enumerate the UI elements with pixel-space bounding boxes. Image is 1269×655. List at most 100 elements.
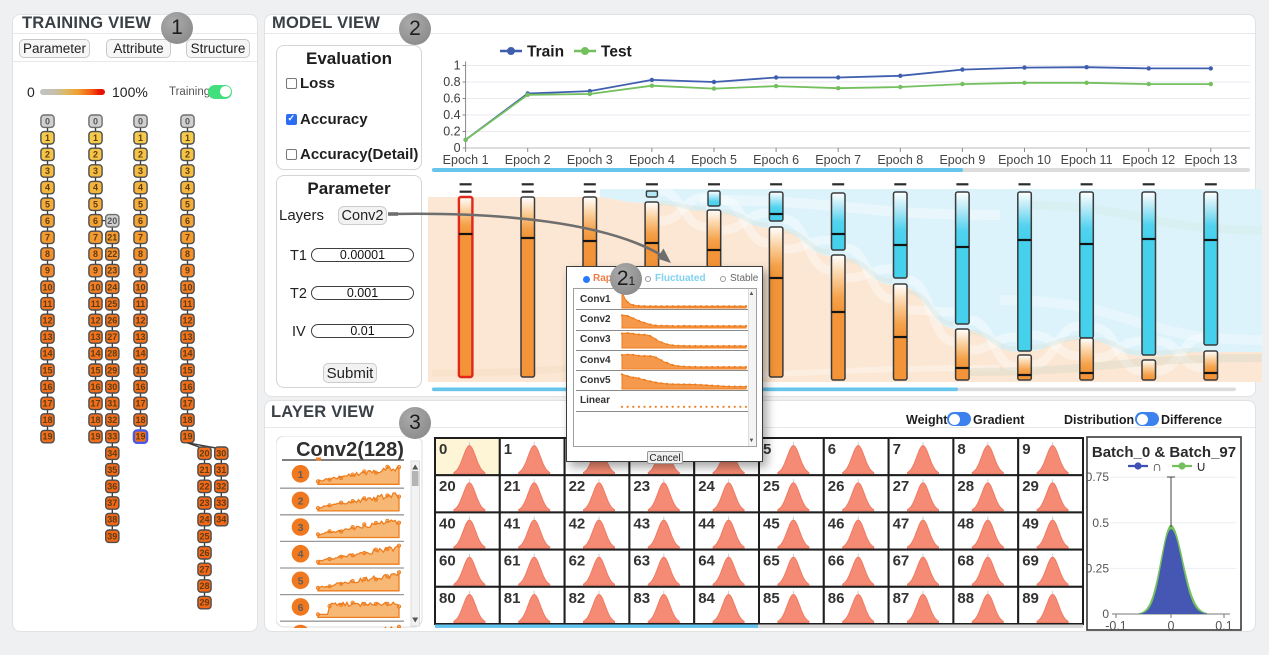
svg-text:5: 5 xyxy=(185,199,190,209)
svg-text:22: 22 xyxy=(107,249,117,259)
svg-text:20: 20 xyxy=(439,478,456,495)
svg-text:Epoch 7: Epoch 7 xyxy=(815,153,861,167)
svg-text:Test: Test xyxy=(601,44,632,61)
svg-text:0.25: 0.25 xyxy=(1086,561,1110,575)
svg-text:4: 4 xyxy=(185,183,190,193)
svg-text:5: 5 xyxy=(93,199,98,209)
svg-text:21: 21 xyxy=(504,478,521,495)
svg-text:7: 7 xyxy=(45,233,50,243)
svg-text:0.75: 0.75 xyxy=(1086,470,1110,484)
svg-text:43: 43 xyxy=(633,515,650,532)
svg-text:45: 45 xyxy=(763,515,780,532)
svg-text:4: 4 xyxy=(45,183,50,193)
svg-text:31: 31 xyxy=(107,399,117,409)
svg-text:10: 10 xyxy=(90,282,100,292)
svg-text:22: 22 xyxy=(199,482,209,492)
svg-text:33: 33 xyxy=(216,498,226,508)
svg-text:32: 32 xyxy=(107,415,117,425)
svg-text:66: 66 xyxy=(828,553,845,570)
svg-text:19: 19 xyxy=(90,432,100,442)
svg-text:30: 30 xyxy=(216,448,226,458)
svg-text:2: 2 xyxy=(298,495,304,507)
svg-text:4: 4 xyxy=(138,183,143,193)
svg-text:4: 4 xyxy=(298,549,304,561)
svg-text:38: 38 xyxy=(107,515,117,525)
svg-text:Epoch 6: Epoch 6 xyxy=(753,153,799,167)
svg-text:14: 14 xyxy=(42,349,52,359)
svg-text:29: 29 xyxy=(107,365,117,375)
svg-text:5: 5 xyxy=(763,441,771,458)
svg-text:6: 6 xyxy=(138,216,143,226)
svg-text:2: 2 xyxy=(138,150,143,160)
svg-text:20: 20 xyxy=(107,216,117,226)
svg-text:23: 23 xyxy=(633,478,650,495)
svg-text:6: 6 xyxy=(185,216,190,226)
svg-text:6: 6 xyxy=(298,602,304,614)
svg-text:37: 37 xyxy=(107,498,117,508)
svg-text:26: 26 xyxy=(199,548,209,558)
svg-text:7: 7 xyxy=(893,441,901,458)
svg-text:28: 28 xyxy=(199,581,209,591)
svg-text:Epoch 5: Epoch 5 xyxy=(691,153,737,167)
svg-text:0: 0 xyxy=(439,441,447,458)
svg-text:18: 18 xyxy=(182,415,192,425)
svg-text:∩: ∩ xyxy=(1152,458,1162,474)
svg-text:36: 36 xyxy=(107,482,117,492)
svg-text:1: 1 xyxy=(298,469,304,481)
svg-text:49: 49 xyxy=(1022,515,1039,532)
svg-text:29: 29 xyxy=(199,598,209,608)
svg-text:87: 87 xyxy=(893,590,910,607)
svg-text:65: 65 xyxy=(763,553,780,570)
svg-text:85: 85 xyxy=(763,590,780,607)
svg-text:26: 26 xyxy=(107,316,117,326)
svg-text:25: 25 xyxy=(107,299,117,309)
svg-text:47: 47 xyxy=(893,515,910,532)
svg-text:7: 7 xyxy=(93,233,98,243)
svg-text:13: 13 xyxy=(135,332,145,342)
svg-text:19: 19 xyxy=(42,432,52,442)
svg-text:0: 0 xyxy=(93,116,98,126)
svg-text:2: 2 xyxy=(45,150,50,160)
svg-text:Epoch 11: Epoch 11 xyxy=(1061,153,1113,167)
svg-text:61: 61 xyxy=(504,553,521,570)
svg-text:17: 17 xyxy=(182,399,192,409)
svg-text:8: 8 xyxy=(45,249,50,259)
svg-text:Epoch 3: Epoch 3 xyxy=(567,153,613,167)
svg-text:17: 17 xyxy=(90,399,100,409)
svg-text:1: 1 xyxy=(454,59,461,73)
svg-text:32: 32 xyxy=(216,482,226,492)
svg-text:3: 3 xyxy=(45,166,50,176)
svg-text:1: 1 xyxy=(504,441,512,458)
svg-text:60: 60 xyxy=(439,553,456,570)
svg-text:68: 68 xyxy=(957,553,974,570)
svg-text:0: 0 xyxy=(185,116,190,126)
svg-text:23: 23 xyxy=(199,498,209,508)
svg-text:12: 12 xyxy=(90,316,100,326)
svg-text:7: 7 xyxy=(185,233,190,243)
svg-text:28: 28 xyxy=(957,478,974,495)
svg-text:9: 9 xyxy=(45,266,50,276)
svg-text:0: 0 xyxy=(454,141,461,155)
svg-text:29: 29 xyxy=(1022,478,1039,495)
svg-text:3: 3 xyxy=(185,166,190,176)
svg-text:80: 80 xyxy=(439,590,456,607)
svg-text:0: 0 xyxy=(1168,619,1175,632)
svg-text:0.4: 0.4 xyxy=(443,108,460,122)
svg-text:8: 8 xyxy=(93,249,98,259)
svg-text:16: 16 xyxy=(182,382,192,392)
svg-text:Epoch 10: Epoch 10 xyxy=(998,153,1051,167)
svg-text:44: 44 xyxy=(698,515,715,532)
svg-text:13: 13 xyxy=(90,332,100,342)
svg-text:5: 5 xyxy=(138,199,143,209)
svg-text:0: 0 xyxy=(138,116,143,126)
svg-text:1: 1 xyxy=(138,133,143,143)
svg-text:31: 31 xyxy=(216,465,226,475)
svg-text:Epoch 9: Epoch 9 xyxy=(939,153,985,167)
svg-text:9: 9 xyxy=(138,266,143,276)
svg-text:11: 11 xyxy=(136,299,146,309)
svg-text:24: 24 xyxy=(698,478,715,495)
svg-text:25: 25 xyxy=(763,478,780,495)
svg-text:Train: Train xyxy=(527,44,564,61)
svg-text:0: 0 xyxy=(1102,607,1109,621)
svg-text:84: 84 xyxy=(698,590,715,607)
